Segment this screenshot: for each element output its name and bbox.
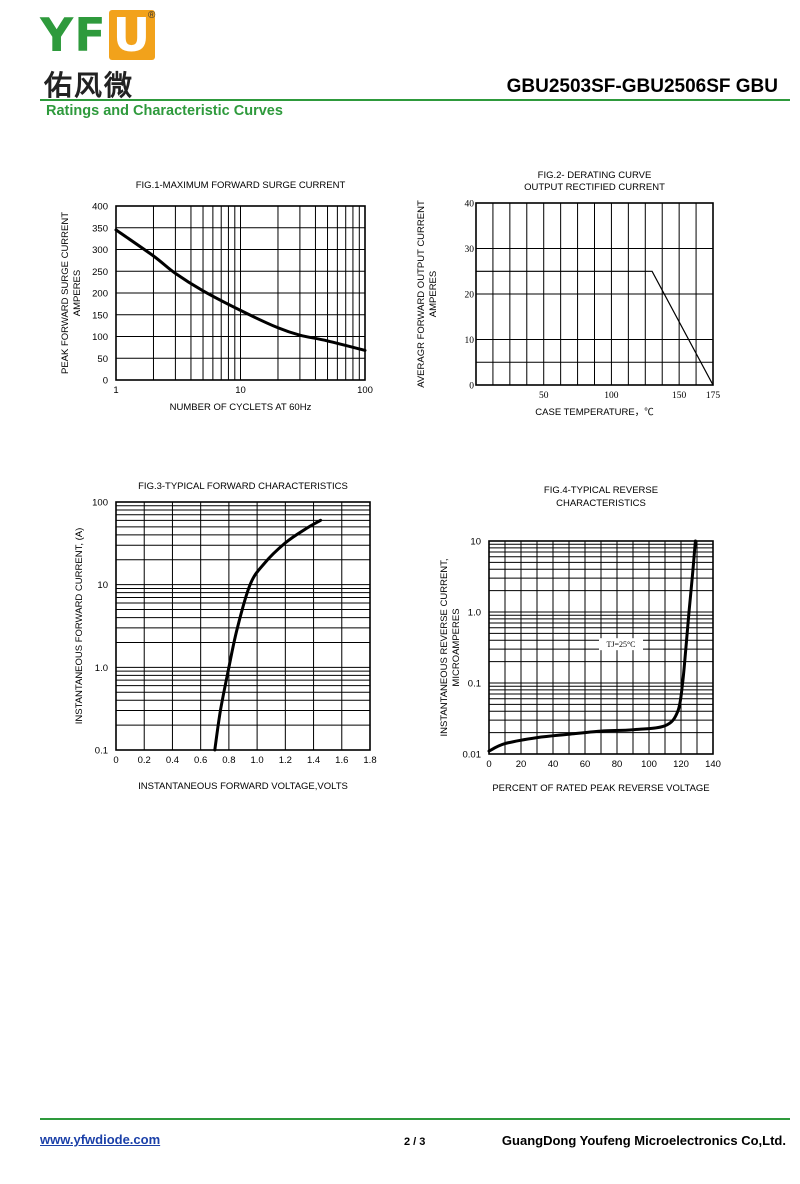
annotation-background — [599, 638, 643, 651]
grid — [115, 205, 366, 381]
x-tick-label: 0.8 — [222, 755, 235, 766]
chart-fig3: FIG.3-TYPICAL FORWARD CHARACTERISTICS 0 0.… — [74, 481, 377, 792]
x-tick-label: 1.0 — [251, 755, 264, 766]
y-tick-label: 0.1 — [468, 679, 481, 690]
x-tick-label: 1 — [113, 385, 118, 396]
chart-title: FIG.4-TYPICAL REVERSE — [544, 485, 658, 496]
y-tick-label: 10 — [465, 336, 475, 346]
x-tick-label: 1.6 — [335, 755, 348, 766]
x-tick-label: 0.4 — [166, 755, 179, 766]
y-tick-label: 200 — [92, 289, 108, 300]
company-name: GuangDong Youfeng Microelectronics Co,Lt… — [501, 1133, 786, 1148]
y-axis-label: PEAK FORWARD SURGE CURRENT — [60, 212, 71, 374]
y-tick-label: 400 — [92, 202, 108, 213]
annotation-label: TJ=25°C — [606, 640, 635, 649]
page-number: 2 / 3 — [404, 1136, 426, 1148]
logo-chinese-name: 佑风微 — [44, 69, 135, 102]
x-axis-label: PERCENT OF RATED PEAK REVERSE VOLTAGE — [492, 783, 709, 794]
y-tick-label: 10 — [470, 537, 481, 548]
plot-frame — [115, 205, 366, 381]
y-tick-label: 1.0 — [468, 608, 481, 619]
tick-labels: 50 100 150 175 0 10 20 30 40 — [465, 200, 721, 402]
x-tick-label: 100 — [641, 759, 657, 770]
x-tick-label: 20 — [516, 759, 527, 770]
plot-frame — [488, 540, 714, 755]
x-tick-label: 1.4 — [307, 755, 320, 766]
series-line — [213, 518, 323, 752]
y-axis-label: AVERAGR FORWARD OUTPUT CURRENT — [416, 200, 427, 388]
x-tick-label: 100 — [604, 391, 619, 401]
y-tick-label: 50 — [97, 354, 108, 365]
y-tick-label: 0.1 — [95, 746, 108, 757]
company-logo: YF U ® 佑风微 — [40, 10, 170, 102]
y-tick-label: 100 — [92, 332, 108, 343]
plot-frame — [115, 501, 371, 751]
x-tick-label: 50 — [539, 391, 549, 401]
grid — [115, 501, 371, 751]
x-axis-label: INSTANTANEOUS FORWARD VOLTAGE,VOLTS — [138, 781, 348, 792]
y-axis-label: INSTANTANEOUS FORWARD CURRENT, (A) — [74, 528, 85, 725]
x-tick-label: 175 — [706, 391, 721, 401]
y-tick-label: 300 — [92, 245, 108, 256]
chart-fig4: FIG.4-TYPICAL REVERSE CHARACTERISTICS 0 20 4… — [439, 485, 721, 794]
chart-title: FIG.1-MAXIMUM FORWARD SURGE CURRENT — [136, 180, 346, 191]
y-tick-label: 350 — [92, 223, 108, 234]
grid — [475, 202, 714, 386]
y-tick-label: 10 — [97, 580, 108, 591]
y-tick-label: 40 — [465, 200, 475, 210]
x-tick-label: 100 — [357, 385, 373, 396]
y-axis-label: INSTANTANEOUS REVERSE CURRENT, — [439, 558, 450, 736]
y-tick-label: 150 — [92, 310, 108, 321]
y-tick-label: 0 — [103, 376, 108, 387]
y-tick-label: 1.0 — [95, 663, 108, 674]
x-tick-label: 150 — [672, 391, 687, 401]
registered-mark: ® — [148, 10, 156, 21]
x-axis-label: NUMBER OF CYCLETS AT 60Hz — [170, 402, 312, 413]
website-link[interactable]: www.yfwdiode.com — [40, 1132, 161, 1147]
x-tick-label: 10 — [235, 385, 246, 396]
x-tick-label: 0.2 — [138, 755, 151, 766]
plot-frame — [475, 202, 714, 386]
x-tick-label: 40 — [548, 759, 559, 770]
tick-labels: 0 20 40 60 80 100 120 140 0.01 0.1 1.0 10 — [463, 537, 721, 771]
chart-title: FIG.3-TYPICAL FORWARD CHARACTERISTICS — [138, 481, 348, 492]
y-tick-label: 30 — [465, 245, 475, 255]
footer-divider — [40, 1118, 790, 1120]
x-tick-label: 120 — [673, 759, 689, 770]
y-axis-label-secondary: MICROAMPERES — [451, 608, 462, 686]
x-tick-label: 1.2 — [279, 755, 292, 766]
x-tick-label: 0 — [113, 755, 118, 766]
series-line — [114, 228, 367, 352]
chart-title: FIG.2- DERATING CURVE — [538, 170, 652, 181]
x-tick-label: 1.8 — [363, 755, 376, 766]
y-tick-label: 100 — [92, 498, 108, 509]
y-tick-label: 0.01 — [463, 750, 482, 761]
y-axis-label-secondary: AMPERES — [428, 271, 439, 317]
y-tick-label: 0 — [469, 382, 474, 392]
chart-subtitle: OUTPUT RECTIFIED CURRENT — [524, 182, 665, 193]
y-tick-label: 250 — [92, 267, 108, 278]
tick-labels: 1 10 100 0 50 100 150 200 250 300 350 400 — [92, 202, 373, 397]
x-tick-label: 140 — [705, 759, 721, 770]
series-line — [475, 270, 714, 386]
x-tick-label: 0.6 — [194, 755, 207, 766]
x-tick-label: 80 — [612, 759, 623, 770]
tick-labels: 0 0.2 0.4 0.6 0.8 1.0 1.2 1.4 1.6 1.8 0.1 1.0 10 100 — [92, 498, 376, 767]
header-divider — [40, 99, 790, 101]
series-line — [487, 539, 697, 753]
chart-subtitle: CHARACTERISTICS — [556, 498, 646, 509]
x-axis-label: CASE TEMPERATURE，℃ — [535, 407, 654, 418]
y-axis-label-secondary: AMPERES — [72, 270, 83, 316]
page-title: GBU2503SF-GBU2506SF GBU — [506, 76, 778, 97]
logo-u-mark: U — [108, 10, 156, 60]
x-tick-label: 60 — [580, 759, 591, 770]
chart-fig1: FIG.1-MAXIMUM FORWARD SURGE CURRENT 1 10 10… — [60, 180, 373, 413]
section-title: Ratings and Characteristic Curves — [46, 103, 283, 119]
x-tick-label: 0 — [486, 759, 491, 770]
logo-wordmark: YF U — [40, 10, 156, 60]
y-tick-label: 20 — [465, 291, 475, 301]
